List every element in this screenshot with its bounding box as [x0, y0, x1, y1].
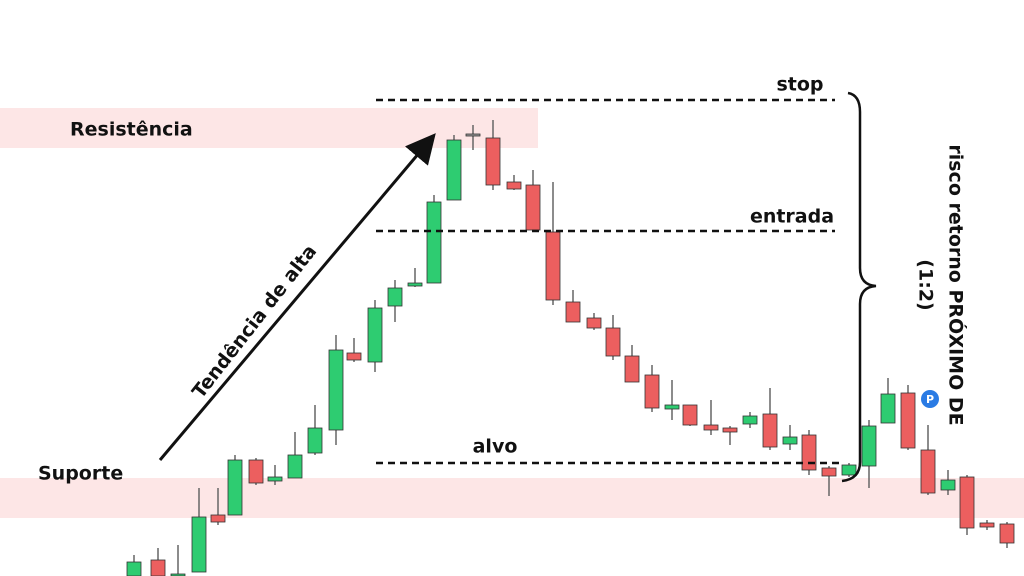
candle-body	[644, 374, 660, 409]
candle-body	[999, 523, 1015, 544]
candle-body	[150, 559, 166, 576]
candle-body	[742, 415, 758, 425]
candle-body	[307, 427, 323, 454]
candle-body	[248, 459, 264, 484]
candle-body	[920, 449, 936, 494]
candle-body	[624, 355, 640, 383]
candle-body	[782, 436, 798, 445]
candle-body	[367, 307, 383, 363]
candle-body	[682, 404, 698, 426]
brace	[841, 91, 877, 483]
candle-body	[722, 427, 738, 433]
candle-body	[900, 392, 916, 449]
candle-body	[959, 476, 975, 529]
candle-body	[940, 479, 956, 491]
candle-body	[586, 317, 602, 329]
target-label: alvo	[473, 436, 518, 458]
candle-body	[485, 137, 501, 186]
candle-body	[762, 413, 778, 448]
candle-body	[227, 459, 243, 516]
candle-body	[605, 327, 621, 357]
trend-arrow	[158, 133, 436, 461]
risk-note-line2: (1:2)	[915, 259, 937, 310]
candle-body	[287, 454, 303, 479]
candle-body	[387, 287, 403, 307]
candle-body	[545, 231, 561, 301]
badge	[921, 390, 939, 408]
candle-body	[465, 133, 481, 137]
candle-body	[446, 139, 462, 201]
candle-body	[426, 201, 442, 284]
candle-body	[821, 467, 837, 477]
stop-label: stop	[776, 74, 823, 96]
candle-body	[170, 573, 186, 576]
candle-body	[267, 476, 283, 482]
candles	[126, 120, 1015, 576]
candle-body	[565, 301, 581, 323]
candle-body	[703, 424, 719, 431]
trend-label: Tendência de alta	[188, 241, 321, 403]
candle-body	[861, 425, 877, 467]
candle-body	[801, 434, 817, 471]
candle-body	[346, 352, 362, 361]
candle-body	[210, 514, 226, 523]
candle-body	[979, 522, 995, 528]
candle-body	[328, 349, 344, 431]
support-label: Suporte	[38, 463, 123, 485]
resistance-label: Resistência	[70, 119, 193, 141]
support-zone	[0, 478, 1024, 518]
risk-note-line1: risco retorno PRÓXIMO DE	[945, 144, 969, 425]
candle-body	[407, 282, 423, 287]
candle-body	[880, 393, 896, 424]
candle-body	[506, 181, 522, 190]
candle-body	[126, 561, 142, 576]
candle-body	[525, 184, 541, 231]
candle-body	[191, 516, 207, 573]
badge-label: P	[926, 393, 934, 406]
candle-body	[841, 464, 857, 476]
entry-label: entrada	[750, 206, 834, 228]
candle-body	[664, 404, 680, 410]
